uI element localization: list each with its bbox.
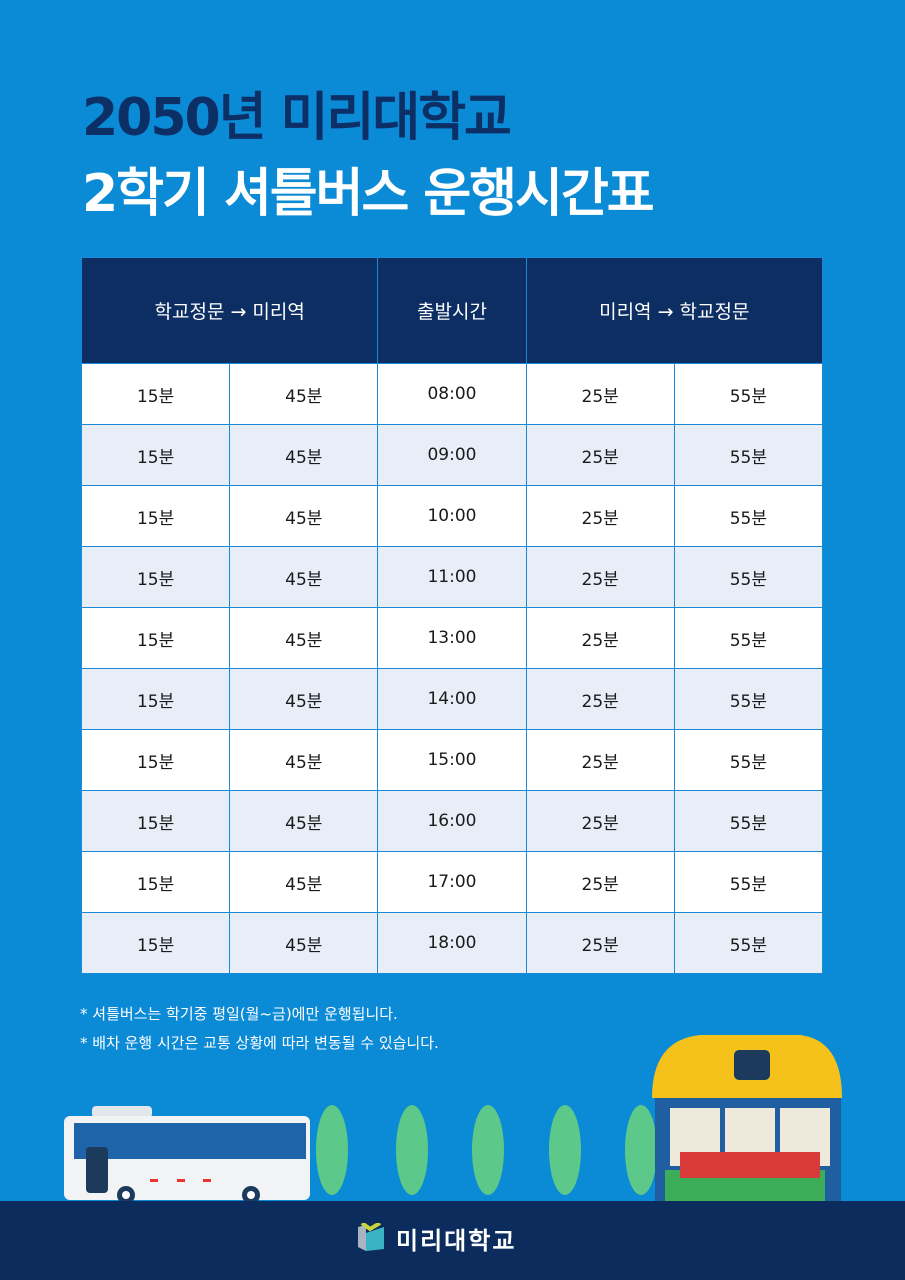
cell-to-school-2: 55분: [673, 851, 824, 913]
trees: [316, 1105, 657, 1195]
cell-to-station-2: 45분: [229, 729, 379, 791]
cell-to-station-1: 15분: [80, 790, 231, 852]
cell-departure: 13:00: [377, 607, 527, 669]
table-row: 15분 45분 08:00 25분 55분: [80, 363, 824, 425]
table-row: 15분 45분 16:00 25분 55분: [80, 790, 824, 852]
cell-to-station-2: 45분: [229, 912, 379, 974]
cell-to-station-1: 15분: [80, 668, 231, 730]
header-to-station: 학교정문 → 미리역: [80, 257, 379, 364]
cell-to-station-2: 45분: [229, 790, 379, 852]
cell-to-school-2: 55분: [673, 546, 824, 608]
tree-icon: [549, 1105, 581, 1195]
cell-departure: 08:00: [377, 363, 527, 425]
bus-stop-icon: [652, 1035, 842, 1202]
cell-to-school-1: 25분: [525, 363, 675, 425]
cell-to-station-2: 45분: [229, 668, 379, 730]
tree-icon: [316, 1105, 348, 1195]
timetable: 학교정문 → 미리역 출발시간 미리역 → 학교정문 15분 45분 08:00 25…: [80, 257, 824, 974]
cell-to-school-2: 55분: [673, 912, 824, 974]
cell-to-station-1: 15분: [80, 912, 231, 974]
logo-text: 미리대학교: [396, 1227, 517, 1255]
cell-to-school-1: 25분: [525, 912, 675, 974]
cell-to-station-1: 15분: [80, 851, 231, 913]
illustration: [64, 1035, 842, 1204]
bench-icon: [680, 1152, 820, 1178]
cell-departure: 14:00: [377, 668, 527, 730]
cell-to-station-2: 45분: [229, 851, 379, 913]
cell-to-school-2: 55분: [673, 668, 824, 730]
note: * 셔틀버스는 학기중 평일(월~금)에만 운행됩니다.: [80, 1005, 398, 1023]
tree-icon: [396, 1105, 428, 1195]
cell-to-station-1: 15분: [80, 607, 231, 669]
table-row: 15분 45분 18:00 25분 55분: [80, 912, 824, 974]
cell-to-school-2: 55분: [673, 729, 824, 791]
table-row: 15분 45분 14:00 25분 55분: [80, 668, 824, 730]
footer: [0, 1201, 905, 1280]
cell-departure: 10:00: [377, 485, 527, 547]
cell-to-school-2: 55분: [673, 363, 824, 425]
table-row: 15분 45분 11:00 25분 55분: [80, 546, 824, 608]
notes: * 셔틀버스는 학기중 평일(월~금)에만 운행됩니다. * 배차 운행 시간은…: [80, 1000, 439, 1058]
table-row: 15분 45분 09:00 25분 55분: [80, 424, 824, 486]
cell-to-station-1: 15분: [80, 485, 231, 547]
cell-to-station-2: 45분: [229, 546, 379, 608]
cell-to-school-2: 55분: [673, 790, 824, 852]
cell-to-school-1: 25분: [525, 546, 675, 608]
cell-to-school-1: 25분: [525, 607, 675, 669]
cell-to-school-1: 25분: [525, 485, 675, 547]
cell-to-school-2: 55분: [673, 424, 824, 486]
cell-departure: 15:00: [377, 729, 527, 791]
cell-to-school-1: 25분: [525, 424, 675, 486]
bus-icon: [64, 1106, 310, 1204]
table-row: 15분 45분 13:00 25분 55분: [80, 607, 824, 669]
table-row: 15분 45분 17:00 25분 55분: [80, 851, 824, 913]
cell-to-station-2: 45분: [229, 424, 379, 486]
cell-to-school-1: 25분: [525, 851, 675, 913]
cell-to-school-2: 55분: [673, 607, 824, 669]
table-row: 15분 45분 15:00 25분 55분: [80, 729, 824, 791]
cell-to-station-2: 45분: [229, 485, 379, 547]
cell-departure: 17:00: [377, 851, 527, 913]
cell-to-station-1: 15분: [80, 363, 231, 425]
cell-to-school-1: 25분: [525, 668, 675, 730]
cell-to-school-1: 25분: [525, 729, 675, 791]
title-line-2: 2학기 셔틀버스 운행시간표: [82, 164, 655, 224]
cell-to-station-1: 15분: [80, 729, 231, 791]
cell-to-station-2: 45분: [229, 363, 379, 425]
cell-to-station-1: 15분: [80, 546, 231, 608]
table-header: 학교정문 → 미리역 출발시간 미리역 → 학교정문: [80, 257, 824, 364]
note: * 배차 운행 시간은 교통 상황에 따라 변동될 수 있습니다.: [80, 1034, 439, 1052]
logo-icon: [358, 1222, 384, 1251]
cell-departure: 18:00: [377, 912, 527, 974]
header-departure: 출발시간: [377, 257, 527, 364]
title-line-1: 2050년 미리대학교: [82, 88, 512, 148]
tree-icon: [625, 1105, 657, 1195]
tree-icon: [472, 1105, 504, 1195]
cell-departure: 11:00: [377, 546, 527, 608]
university-logo: 미리대학교: [356, 1221, 516, 1256]
cell-to-station-2: 45분: [229, 607, 379, 669]
cell-to-school-1: 25분: [525, 790, 675, 852]
cell-to-school-2: 55분: [673, 485, 824, 547]
header-to-school: 미리역 → 학교정문: [525, 257, 824, 364]
cell-departure: 16:00: [377, 790, 527, 852]
cell-departure: 09:00: [377, 424, 527, 486]
cell-to-station-1: 15분: [80, 424, 231, 486]
table-row: 15분 45분 10:00 25분 55분: [80, 485, 824, 547]
